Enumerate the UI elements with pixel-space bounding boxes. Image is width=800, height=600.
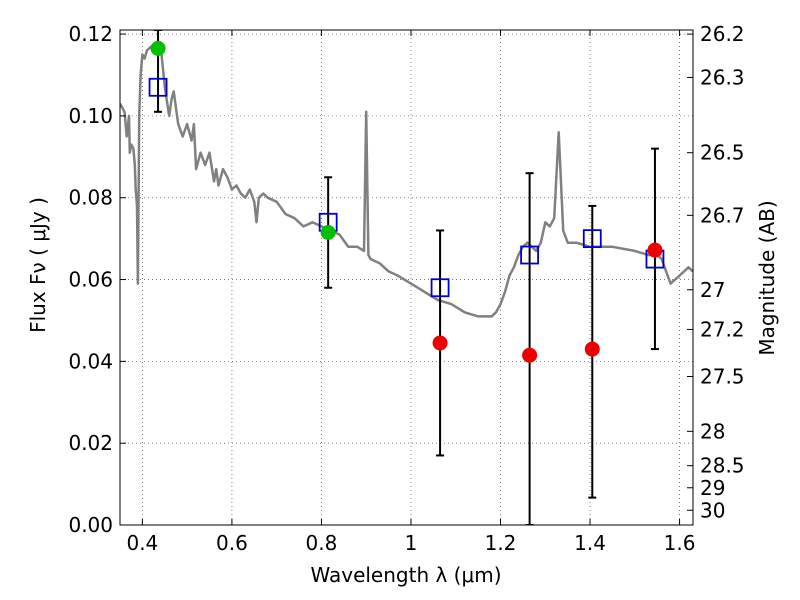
measurement-point [584,341,600,357]
y-tick-label: 0.10 [68,104,113,128]
x-axis-label: Wavelength λ (μm) [310,563,501,587]
measurement-point [647,242,663,258]
y2-tick-label: 28.5 [700,454,745,478]
x-tick-label: 1.6 [664,531,696,555]
y2-tick-label: 30 [700,498,725,522]
grid [120,30,693,526]
y-tick-label: 0.00 [68,513,113,537]
y2-axis-label: Magnitude (AB) [755,200,779,355]
y2-tick-label: 28 [700,419,725,443]
y2-tick-label: 26.7 [700,203,745,227]
y-axis-label: Flux Fν ( μJy ) [26,197,50,333]
y2-tick-label: 27.2 [700,317,745,341]
x-tick-label: 0.6 [216,531,248,555]
measurement-point [320,225,336,240]
y2-tick-label: 29 [700,476,725,500]
y-tick-label: 0.06 [68,268,113,292]
measurement-point [150,40,166,56]
y2-tick-label: 26.2 [700,22,745,46]
y-tick-label: 0.08 [68,186,113,210]
y2-tick-label: 27 [700,278,725,302]
y2-tick-label: 27.5 [700,365,745,389]
photometry-square [148,77,168,97]
y2-tick-label: 26.5 [700,141,745,165]
measurement-point [522,347,538,363]
plot-frame [119,29,694,526]
x-tick-label: 1.2 [485,531,517,555]
y2-tick-label: 26.3 [700,65,745,89]
x-tick-label: 0.8 [306,531,338,555]
photometry-square [582,229,602,249]
marker-layer [148,40,665,363]
x-tick-label: 1 [405,531,418,555]
y-tick-label: 0.12 [68,22,113,46]
photometry-square [520,245,540,265]
x-tick-label: 1.4 [574,531,606,555]
photometry-square [430,278,450,298]
x-tick-label: 0.4 [126,531,158,555]
y-tick-label: 0.04 [68,349,113,373]
tick-layer: 0.4 0.6 0.8 1 1.2 1.4 1.6 0.00 0.02 0.04 0.06 0.08 0… [68,22,744,555]
measurement-point [432,335,448,351]
y-tick-label: 0.02 [68,431,113,455]
